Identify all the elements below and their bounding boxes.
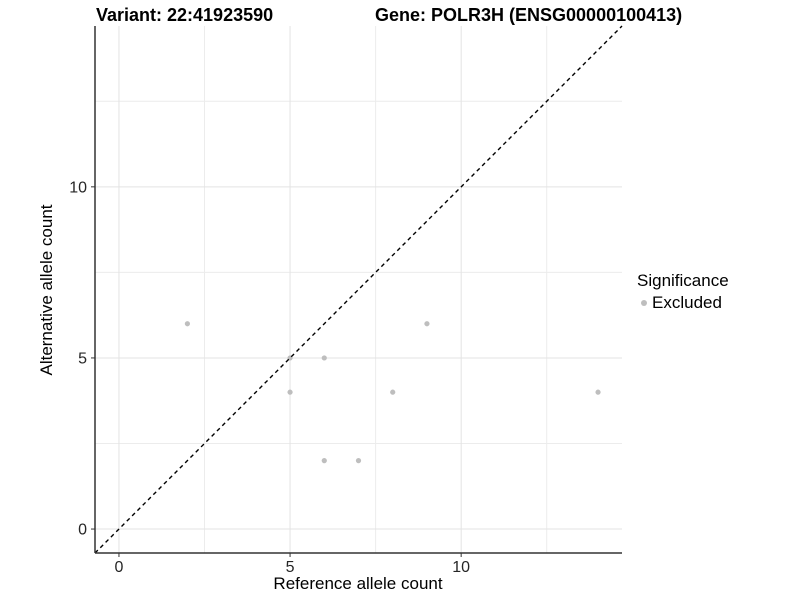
y-tick-label: 0 xyxy=(78,522,87,539)
legend-title: Significance xyxy=(637,271,729,290)
legend-item-label: Excluded xyxy=(652,293,722,312)
y-tick-label: 10 xyxy=(69,179,87,196)
data-point xyxy=(595,389,601,395)
data-point xyxy=(355,458,362,464)
data-point xyxy=(321,458,327,464)
variant-title: Variant: 22:41923590 xyxy=(96,5,274,25)
gene-title: Gene: POLR3H (ENSG00000100413) xyxy=(375,5,683,25)
data-point xyxy=(424,321,430,327)
x-tick-label: 10 xyxy=(452,559,470,576)
legend-item: Excluded xyxy=(641,293,729,313)
x-tick-label: 0 xyxy=(115,559,124,576)
y-axis-title: Alternative allele count xyxy=(37,204,56,376)
legend: Significance Excluded xyxy=(637,271,729,313)
y-tick-label: 5 xyxy=(78,350,87,367)
x-tick-label: 5 xyxy=(286,559,295,576)
identity-line xyxy=(94,25,623,554)
data-point xyxy=(184,321,190,327)
data-point xyxy=(390,389,396,395)
data-point xyxy=(321,355,327,361)
excluded-point-icon xyxy=(641,300,647,306)
x-axis-title: Reference allele count xyxy=(273,574,443,593)
data-point xyxy=(287,389,293,395)
